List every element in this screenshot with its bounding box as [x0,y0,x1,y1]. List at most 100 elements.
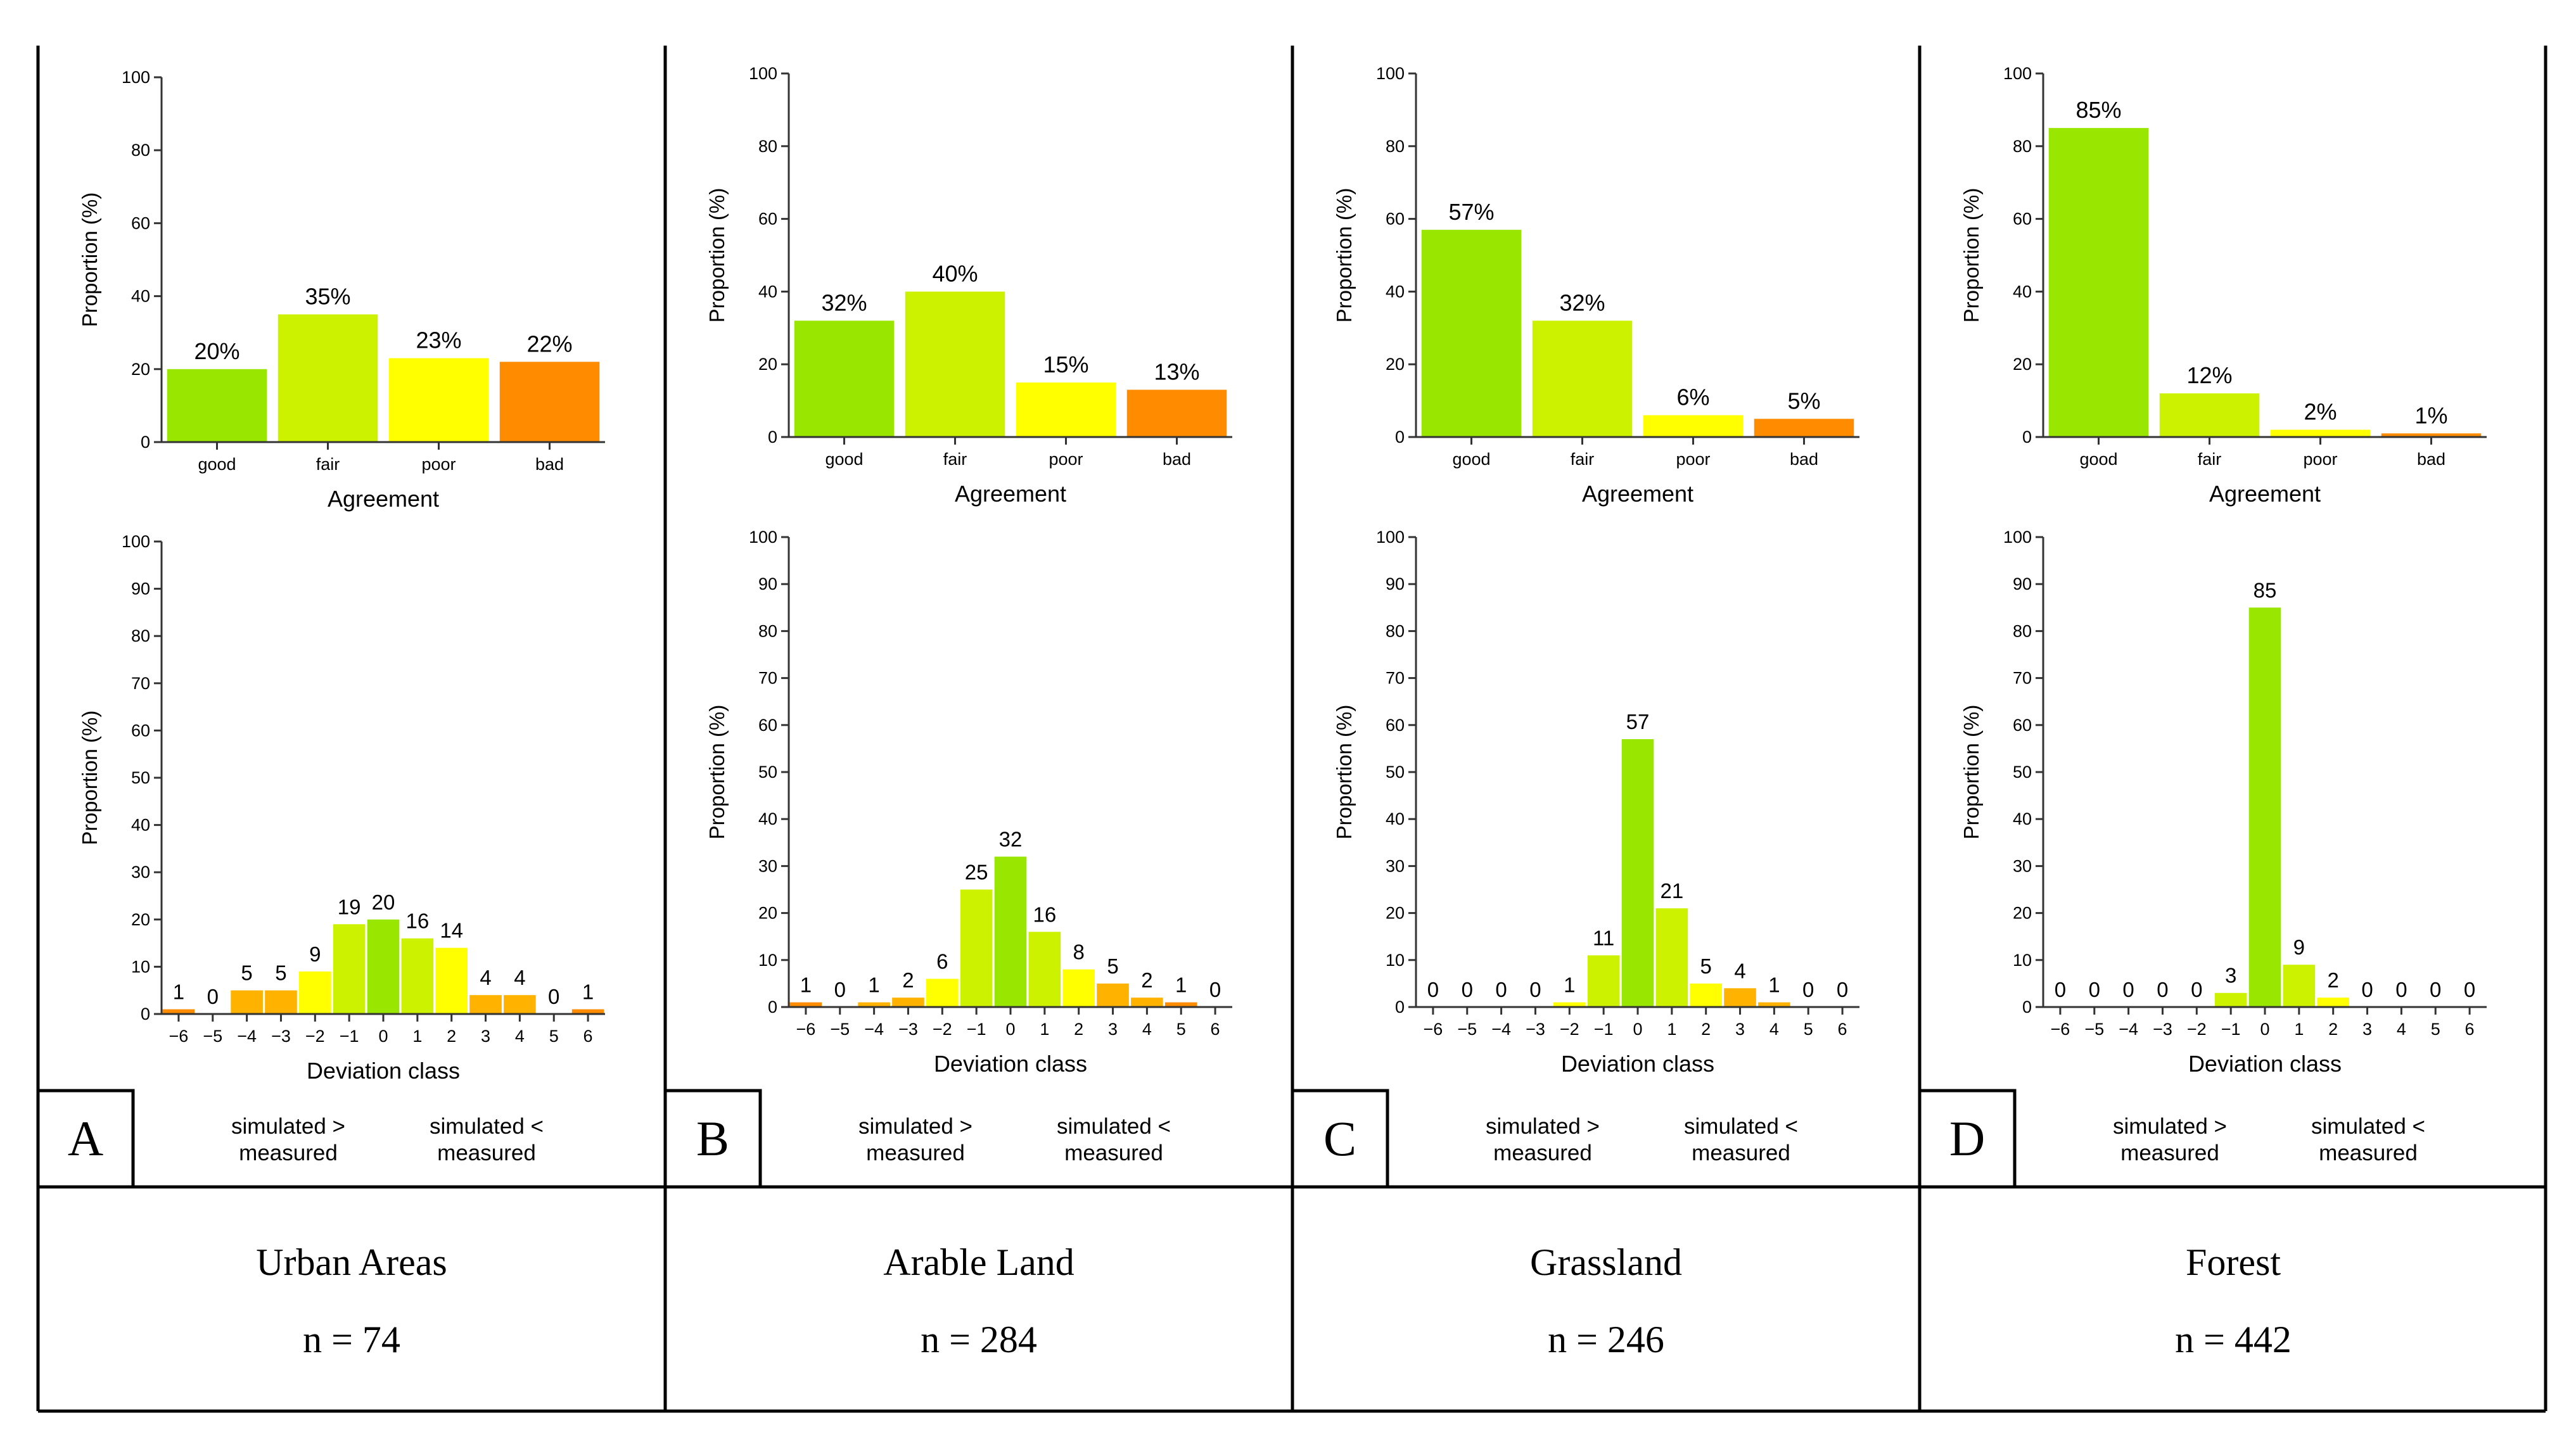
bar [1421,229,1522,437]
data-label: 4 [1734,959,1745,982]
x-tick-label: 1 [1040,1020,1049,1039]
data-label: 0 [548,985,559,1008]
data-label: 9 [309,942,321,966]
bar [960,889,993,1007]
data-label: 2 [902,968,914,992]
note-right-line2: measured [2319,1141,2418,1165]
x-axis-title: Deviation class [1561,1051,1714,1077]
y-tick-label: 80 [131,141,150,160]
panel-letter: C [1323,1111,1356,1166]
y-tick-label: 50 [2013,763,2032,782]
x-tick-label: −3 [2153,1020,2172,1039]
y-axis-title: Proportion (%) [705,705,729,840]
bar [469,995,502,1014]
y-tick-label: 10 [131,957,150,976]
x-tick-label: −2 [1560,1020,1579,1039]
x-tick-label: 6 [1211,1020,1220,1039]
panel-d: 02040608010085%good12%fair2%poor1%badPro… [1918,64,2487,1360]
note-right-line2: measured [1692,1141,1790,1165]
data-label: 0 [2122,978,2134,1001]
y-tick-label: 90 [758,574,777,593]
data-label: 0 [2055,978,2066,1001]
bar [1097,983,1129,1007]
data-label: 4 [514,966,525,989]
y-tick-label: 50 [1386,763,1405,782]
x-tick-label: good [198,455,236,474]
chart-A-agreement: 0 20 40 60 80 100 20% good 35% fair 23% poor 22% bad P… [78,68,605,512]
y-tick-label: 20 [1386,904,1405,923]
y-axis-title: Proportion (%) [1960,188,1983,323]
x-tick-label: 5 [1804,1020,1813,1039]
data-label: 0 [2430,978,2441,1001]
data-label: 11 [1593,926,1614,949]
y-tick-label: 0 [768,998,777,1017]
y-tick-label: 40 [131,287,150,306]
land-use-name: Urban Areas [256,1241,447,1283]
data-label: 6 [936,949,948,973]
bar [1643,415,1744,437]
bar [388,358,489,442]
data-label: 15% [1043,352,1088,377]
x-tick-label: −5 [1457,1020,1477,1039]
note-left-line1: simulated > [858,1114,972,1139]
data-label: 2 [1141,968,1152,992]
x-tick-label: 4 [2397,1020,2406,1039]
x-axis-title: Deviation class [934,1051,1087,1077]
y-tick-label: 0 [1395,428,1405,447]
x-tick-label: good [2079,450,2117,469]
data-label: 6% [1676,384,1709,410]
bar [1016,382,1116,437]
x-axis-title: Deviation class [2188,1051,2342,1077]
bar [167,369,267,442]
y-tick-label: 80 [758,137,777,156]
x-axis-title: Agreement [328,486,439,512]
y-tick-label: 60 [131,213,150,232]
data-label: 20% [194,338,239,364]
bar [2248,607,2281,1007]
bar [789,1002,822,1007]
y-tick-label: 80 [2013,621,2032,640]
data-label: 1 [582,980,594,1004]
x-tick-label: 1 [1667,1020,1676,1039]
panel-letter-box [36,1089,135,1189]
y-tick-label: 80 [1386,137,1405,156]
bar [401,938,434,1014]
y-tick-label: 20 [1386,355,1405,374]
x-tick-label: 0 [378,1027,388,1046]
chart-C-deviation: 01020304050607080901000−60−50−40−31−211−… [1332,528,1859,1077]
data-label: 14 [440,919,463,942]
x-tick-label: −5 [203,1027,222,1046]
bar [858,1002,890,1007]
bar [571,1009,604,1014]
bar [2159,393,2260,437]
y-tick-label: 10 [1386,951,1405,970]
x-tick-label: −1 [1594,1020,1614,1039]
data-label: 1 [173,980,184,1004]
panel-b: 02040608010032%good40%fair15%poor13%badP… [663,64,1232,1360]
data-label: 13% [1154,358,1199,384]
x-tick-label: 6 [1838,1020,1847,1039]
bar [162,1009,195,1014]
x-tick-label: 0 [1633,1020,1642,1039]
y-tick-label: 60 [1386,210,1405,229]
x-tick-label: −6 [1424,1020,1443,1039]
note-left-line1: simulated > [1486,1114,1600,1139]
bar [2270,429,2371,437]
x-tick-label: fair [943,450,967,469]
x-axis-title: Agreement [2209,481,2321,507]
data-label: 9 [2293,935,2305,959]
y-tick-label: 60 [758,210,777,229]
panel-letter: D [1949,1111,1985,1166]
y-tick-label: 20 [131,360,150,379]
y-tick-label: 70 [2013,669,2032,688]
chart-B-deviation: 01020304050607080901001−60−51−42−36−225−… [705,528,1232,1077]
y-tick-label: 20 [758,904,777,923]
x-tick-label: −3 [898,1020,918,1039]
x-tick-label: 2 [447,1027,456,1046]
land-use-name: Arable Land [883,1241,1074,1283]
y-axis-title: Proportion (%) [78,711,101,846]
data-label: 0 [2464,978,2475,1001]
x-tick-label: 3 [1108,1020,1118,1039]
x-tick-label: 0 [1005,1020,1015,1039]
